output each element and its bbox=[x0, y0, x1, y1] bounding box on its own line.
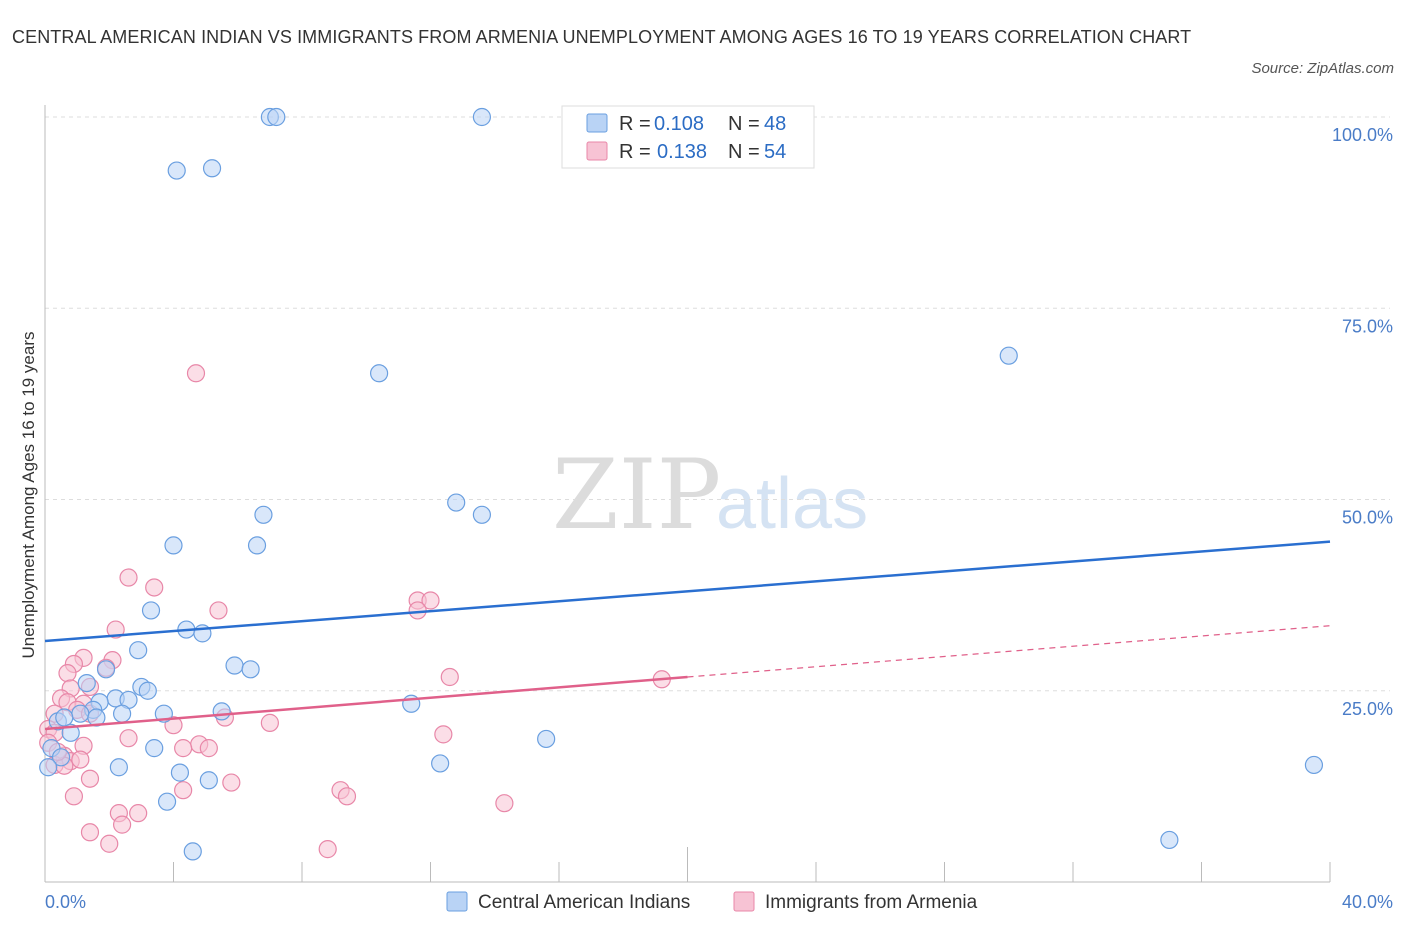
armenia-point bbox=[199, 739, 218, 758]
armenia-point bbox=[112, 815, 132, 834]
armenia-point bbox=[119, 568, 138, 587]
y-tick-label: 25.0% bbox=[1342, 699, 1393, 719]
central-american-point bbox=[141, 601, 161, 620]
armenia-point bbox=[408, 601, 427, 620]
central-american-point bbox=[183, 842, 202, 861]
armenia-point bbox=[209, 601, 228, 620]
central-american-point bbox=[164, 536, 183, 555]
armenia-point bbox=[64, 787, 84, 806]
central-american-point bbox=[199, 771, 218, 790]
legend-blue-swatch bbox=[586, 113, 608, 133]
bottom-legend-label-1: Central American Indians bbox=[478, 892, 690, 913]
legend-n-value-2: 54 bbox=[764, 141, 786, 163]
armenia-point bbox=[318, 840, 337, 859]
central-american-point bbox=[71, 704, 90, 723]
legend-n-label-1: N = bbox=[728, 113, 760, 135]
armenia-point bbox=[58, 664, 77, 683]
central-american-point bbox=[241, 660, 260, 679]
legend-n-value-1: 48 bbox=[764, 113, 786, 135]
armenia-point bbox=[186, 364, 206, 383]
pink-trend-extension bbox=[687, 625, 1331, 678]
central-american-point bbox=[77, 673, 96, 693]
y-tick-label: 100.0% bbox=[1332, 125, 1393, 145]
central-american-point bbox=[212, 702, 231, 721]
armenia-point bbox=[100, 834, 119, 853]
armenia-point bbox=[145, 578, 164, 597]
central-american-point bbox=[431, 754, 450, 773]
armenia-point bbox=[129, 804, 148, 823]
central-american-point bbox=[61, 723, 80, 742]
legend-n-label-2: N = bbox=[728, 141, 760, 163]
central-american-point bbox=[170, 763, 190, 782]
central-american-point bbox=[999, 346, 1018, 365]
central-american-point bbox=[96, 660, 116, 679]
grid bbox=[44, 116, 1390, 882]
central-american-point bbox=[472, 107, 491, 127]
armenia-point bbox=[440, 667, 459, 687]
central-american-point bbox=[254, 505, 273, 524]
watermark-zip: ZIP bbox=[552, 439, 721, 551]
armenia-point bbox=[434, 725, 453, 744]
x-tick-label: 40.0% bbox=[1342, 892, 1393, 912]
blue-trend-line bbox=[44, 540, 1331, 643]
trend-lines bbox=[44, 540, 1331, 731]
central-american-point bbox=[39, 758, 58, 777]
y-tick-label: 75.0% bbox=[1342, 316, 1393, 336]
central-american-point bbox=[370, 364, 389, 383]
legend-r-value-1: 0.108 bbox=[654, 113, 704, 135]
armenia-point bbox=[80, 769, 100, 788]
central-american-point bbox=[202, 159, 222, 178]
central-american-point bbox=[1160, 830, 1179, 850]
legend-r-label-1: R = bbox=[619, 113, 651, 135]
armenia-point bbox=[421, 591, 440, 610]
legend-r-label-2: R = bbox=[619, 141, 651, 163]
top-legend: R = 0.108 N = 48 R = 0.138 N = 54 bbox=[561, 105, 815, 169]
central-american-point bbox=[472, 505, 491, 524]
pink-trend-line bbox=[44, 675, 688, 731]
armenia-point bbox=[495, 794, 514, 813]
central-american-point bbox=[247, 536, 267, 555]
chart-title: CENTRAL AMERICAN INDIAN VS IMMIGRANTS FR… bbox=[12, 27, 1192, 47]
armenia-point bbox=[222, 773, 241, 792]
central-american-point bbox=[129, 641, 148, 660]
central-american-point bbox=[447, 493, 466, 512]
series-armenia-points bbox=[39, 364, 671, 859]
armenia-point bbox=[174, 739, 193, 758]
central-american-point bbox=[267, 107, 286, 127]
armenia-point bbox=[80, 823, 100, 842]
armenia-point bbox=[337, 787, 357, 806]
armenia-point bbox=[260, 713, 279, 732]
legend-pink-swatch bbox=[586, 141, 608, 161]
central-american-point bbox=[109, 758, 128, 777]
bottom-legend-pink-swatch bbox=[733, 891, 755, 912]
central-american-point bbox=[167, 161, 186, 180]
watermark-atlas: atlas bbox=[716, 464, 868, 544]
central-american-point bbox=[51, 748, 71, 767]
central-american-point bbox=[112, 704, 132, 723]
x-tick-label: 0.0% bbox=[45, 892, 86, 912]
bottom-legend-label-2: Immigrants from Armenia bbox=[765, 892, 978, 913]
armenia-point bbox=[71, 750, 90, 769]
armenia-point bbox=[119, 729, 138, 748]
armenia-point bbox=[106, 620, 125, 639]
bottom-legend-blue-swatch bbox=[446, 891, 468, 912]
central-american-point bbox=[157, 792, 177, 811]
central-american-point bbox=[225, 656, 244, 675]
central-american-point bbox=[537, 729, 556, 749]
source-label: Source: ZipAtlas.com bbox=[1251, 60, 1394, 77]
central-american-point bbox=[145, 739, 164, 758]
legend-r-value-2: 0.138 bbox=[657, 141, 707, 163]
tick-labels: 25.0% 50.0% 75.0% 100.0% 0.0% 40.0% bbox=[45, 125, 1393, 912]
central-american-point bbox=[55, 708, 74, 727]
central-american-point bbox=[1304, 755, 1324, 775]
y-tick-label: 50.0% bbox=[1342, 508, 1393, 528]
bottom-legend: Central American Indians Immigrants from… bbox=[446, 891, 978, 913]
central-american-point bbox=[138, 681, 157, 700]
y-axis-label: Unemployment Among Ages 16 to 19 years bbox=[19, 332, 38, 659]
armenia-point bbox=[174, 781, 193, 800]
